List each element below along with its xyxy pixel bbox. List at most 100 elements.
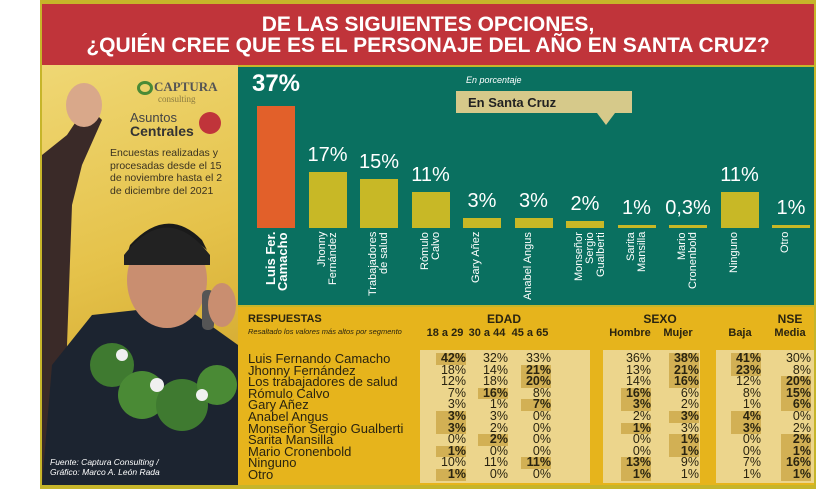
photo-panel: CAPTURA consulting Asuntos Centrales Enc… [42, 65, 238, 485]
data-label: 37% [251, 69, 301, 97]
row-name: Sarita Mansilla [248, 432, 334, 448]
table-cell: 0% [742, 432, 761, 447]
table-cell: 1% [781, 445, 811, 458]
column-header: 18 a 29 [426, 327, 464, 339]
group-header: NSE [777, 312, 803, 326]
table-cell: 3% [436, 422, 466, 435]
bar-10 [772, 224, 810, 228]
table-cell: 11% [521, 456, 551, 469]
category-label: Gary Añez [470, 232, 482, 284]
centrales-logo: Centrales [130, 123, 194, 139]
table-cell: 2% [478, 433, 508, 446]
table-cell: 1% [669, 433, 699, 446]
data-label: 3% [519, 190, 548, 213]
table-cell: 41% [731, 352, 761, 365]
table-cell: 18% [482, 374, 508, 389]
table-cell: 11% [483, 455, 508, 470]
table-cell: 1% [621, 422, 651, 435]
table-title: RESPUESTAS [248, 313, 322, 325]
category-label: Mario Cronenbold [676, 232, 699, 289]
bar-chart: En porcentaje En Santa Cruz 37% Luis Fer.… [238, 67, 814, 305]
table-cell: 7% [521, 398, 551, 411]
table-cell: 2% [792, 420, 811, 435]
table-cell: 21% [521, 364, 551, 377]
source-credit: Fuente: Captura Consulting / [50, 457, 159, 467]
bar-5 [514, 218, 553, 228]
column-header: 30 a 44 [468, 327, 506, 339]
table-cell: 18% [440, 362, 466, 377]
category-label: Anabel Angus [521, 232, 534, 300]
bar-4 [463, 218, 501, 228]
row-name: Monseñor Sergio Gualberti [248, 420, 404, 436]
chart-subtitle: En porcentaje [466, 75, 522, 85]
bar-3 [411, 191, 450, 228]
row-name: Mario Cronenbold [248, 443, 352, 459]
table-cell: 6% [680, 385, 699, 400]
asuntos-logo: Asuntos [130, 110, 177, 125]
group-header: EDAD [486, 312, 521, 326]
table-cell: 14% [482, 362, 508, 377]
table-cell: 0% [489, 443, 508, 458]
row-name: Otro [248, 467, 274, 482]
table-cell: 0% [532, 420, 551, 435]
table-cell: 0% [532, 467, 551, 481]
table-cell: 10% [440, 455, 466, 470]
table-cell: 15% [781, 387, 811, 400]
row-name: Luis Fernando Camacho [248, 351, 391, 366]
politician-photo-illustration [42, 83, 238, 485]
category-label: Otro [779, 232, 791, 254]
data-label: 11% [411, 163, 450, 186]
table-cell: 1% [742, 467, 761, 481]
data-label: 11% [720, 163, 759, 186]
table-cell: 3% [489, 409, 508, 423]
captura-logo-icon [137, 81, 153, 95]
table-cell: 3% [669, 410, 699, 423]
table-cell: 36% [625, 351, 651, 365]
column-header: Mujer [663, 327, 693, 339]
table-cell: 21% [669, 364, 699, 377]
bar-2 [360, 178, 398, 228]
table-cell: 1% [436, 445, 466, 458]
table-cell: 7% [742, 455, 761, 470]
table-cell: 0% [447, 432, 466, 447]
data-label: 15% [358, 150, 400, 173]
asuntos-centrales-icon [199, 112, 221, 134]
table-cell: 12% [440, 374, 466, 389]
table-cell: 3% [447, 397, 466, 412]
table-cell: 32% [482, 351, 508, 365]
table-cell: 4% [731, 410, 761, 423]
table-cell: 3% [680, 420, 699, 435]
group-header: SEXO [643, 312, 677, 326]
table-cell: 38% [669, 352, 699, 365]
graphic-credit: Gráfico: Marco A. León Rada [50, 467, 160, 477]
table-cell: 0% [632, 443, 651, 458]
results-table: RESPUESTAS Resaltado los valores más alt… [238, 307, 814, 485]
table-cell: 13% [621, 456, 651, 469]
column-header: Media [774, 327, 806, 339]
table-cell: 2% [489, 420, 508, 435]
table-cell: 13% [625, 362, 651, 377]
table-subtitle: Resaltado los valores más altos por segm… [248, 327, 402, 336]
table-cell: 0% [792, 409, 811, 423]
category-label: Luis Fer. Camacho [263, 232, 290, 291]
table-cell: 16% [669, 375, 699, 388]
chart-title: En Santa Cruz [456, 91, 632, 113]
table-cell: 30% [785, 351, 811, 365]
data-label: 3% [467, 190, 497, 213]
title-line-1: DE LAS SIGUIENTES OPCIONES, [261, 13, 595, 36]
table-cell: 20% [781, 375, 811, 388]
row-name: Gary Añez [248, 397, 309, 413]
table-cell: 1% [742, 397, 761, 412]
data-label: 17% [307, 143, 348, 166]
table-cell: 2% [781, 433, 811, 446]
table-cell: 16% [621, 387, 651, 400]
table-cell: 2% [680, 397, 699, 412]
table-cell: 3% [436, 410, 466, 423]
table-cell: 20% [521, 375, 551, 388]
row-name: Ninguno [248, 455, 297, 471]
table-cell: 8% [792, 362, 811, 377]
table-cell: 0% [532, 409, 551, 423]
table-cell: 7% [447, 385, 466, 400]
column-header: 45 a 65 [511, 327, 549, 339]
table-cell: 12% [735, 374, 761, 389]
